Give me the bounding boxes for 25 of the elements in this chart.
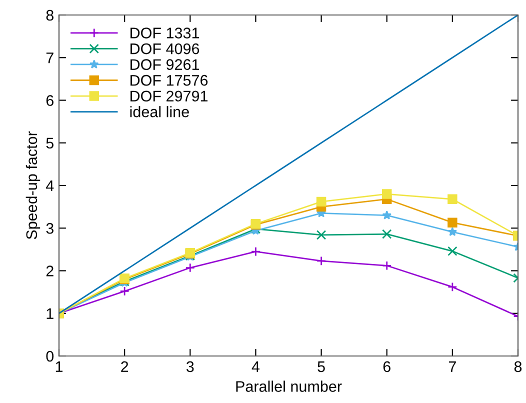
x-tick-label: 6 <box>383 361 390 372</box>
y-tick-label: 7 <box>46 52 54 64</box>
x-tick-label: 8 <box>514 361 522 372</box>
x-tick-label: 4 <box>252 361 260 372</box>
legend-label: DOF 4096 <box>130 43 200 54</box>
y-tick-label: 6 <box>46 95 54 106</box>
x-tick-label: 7 <box>448 361 456 372</box>
x-tick-label: 3 <box>186 361 194 372</box>
legend-label: DOF 1331 <box>130 28 200 38</box>
y-tick-label: 1 <box>46 308 54 319</box>
x-axis-title: Parallel number <box>236 380 342 392</box>
y-tick-label: 4 <box>46 180 54 192</box>
y-tick-label: 3 <box>46 222 54 234</box>
legend-label: ideal line <box>130 106 189 118</box>
legend-label: DOF 9261 <box>130 59 200 70</box>
legend-label: DOF 29791 <box>130 90 208 102</box>
y-tick-label: 2 <box>46 266 54 276</box>
y-tick-label: 0 <box>46 350 54 362</box>
y-tick-label: 5 <box>46 138 54 149</box>
x-tick-label: 5 <box>318 361 325 372</box>
y-axis-title: Speed-up factor <box>26 131 40 240</box>
x-tick-label: 2 <box>121 361 128 372</box>
legend-label: DOF 17576 <box>130 74 208 86</box>
y-tick-label: 8 <box>46 10 54 21</box>
x-tick-label: 1 <box>56 361 63 372</box>
